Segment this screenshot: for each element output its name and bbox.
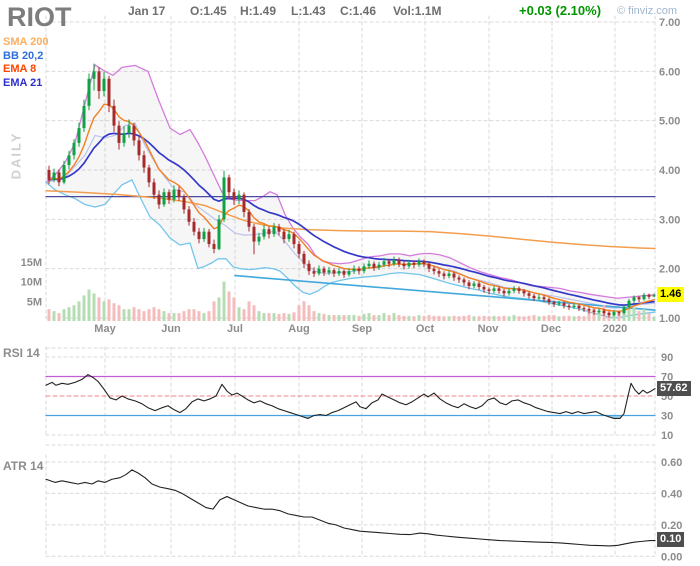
trendline: [234, 274, 656, 311]
quote-close: C:1.46: [340, 4, 377, 18]
svg-text:90: 90: [661, 352, 673, 364]
svg-text:70: 70: [661, 372, 673, 384]
volume-bars: [47, 281, 656, 321]
svg-text:30: 30: [661, 411, 673, 423]
chart-header: RIOT Jan 17 O:1.45 H:1.49 L:1.43 C:1.46 …: [0, 0, 700, 32]
svg-text:15M: 15M: [21, 257, 42, 269]
svg-text:6.00: 6.00: [659, 66, 680, 78]
legend-ema8: EMA 8: [3, 63, 37, 75]
quote-date: Jan 17: [128, 4, 166, 18]
svg-text:3.00: 3.00: [659, 214, 680, 226]
svg-text:ATR 14: ATR 14: [3, 459, 44, 473]
legend-bb: BB 20,2: [3, 49, 44, 62]
svg-text:2020: 2020: [603, 323, 627, 335]
axis-labels: 7.00 6.00 5.00 4.00 3.00 2.00 1.00 15M 10M 5M May J…: [21, 17, 683, 563]
svg-text:0.40: 0.40: [661, 488, 682, 500]
ema8-line: [48, 103, 655, 313]
svg-text:Jul: Jul: [227, 323, 243, 335]
svg-text:10: 10: [661, 430, 673, 442]
sma200-line: [45, 189, 656, 250]
svg-text:10M: 10M: [21, 277, 42, 289]
svg-text:Nov: Nov: [478, 323, 500, 335]
svg-text:5M: 5M: [27, 296, 42, 308]
svg-text:2.00: 2.00: [659, 264, 680, 276]
svg-text:0.00: 0.00: [661, 551, 682, 563]
legend-sma200: SMA 200: [3, 36, 49, 48]
bollinger-bands: [45, 64, 656, 319]
quote-open: O:1.45: [190, 4, 227, 18]
svg-text:1.00: 1.00: [659, 313, 680, 325]
timeframe-label: DAILY: [8, 131, 24, 180]
current-price-flag: 1.46: [657, 287, 685, 302]
svg-text:Dec: Dec: [541, 323, 561, 335]
quote-high: H:1.49: [240, 4, 277, 18]
atr-plot: [45, 469, 656, 547]
svg-text:0.20: 0.20: [661, 520, 682, 532]
svg-text:May: May: [94, 323, 116, 335]
quote-low: L:1.43: [291, 4, 326, 18]
ticker-symbol: RIOT: [7, 2, 72, 32]
rsi-value-flag: 57.62: [657, 381, 691, 396]
svg-text:4.00: 4.00: [659, 165, 680, 177]
indicator-legend: SMA 200 BB 20,2 EMA 8 EMA 21: [3, 36, 48, 90]
finviz-logo-link[interactable]: © finviz.com: [617, 5, 678, 17]
price-change: +0.03 (2.10%): [519, 3, 602, 18]
rsi-plot: [45, 373, 656, 419]
svg-text:RSI 14: RSI 14: [3, 346, 40, 360]
svg-text:Aug: Aug: [288, 323, 309, 335]
svg-text:7.00: 7.00: [659, 17, 680, 29]
ema21-line: [48, 132, 655, 306]
rsi-panel-title: RSI 14: [3, 346, 40, 360]
svg-text:0.60: 0.60: [661, 457, 682, 469]
quote-volume: Vol:1.1M: [393, 4, 442, 18]
svg-text:Sep: Sep: [352, 323, 372, 335]
svg-text:Oct: Oct: [416, 323, 435, 335]
atr-panel-title: ATR 14: [3, 459, 44, 473]
svg-text:Jun: Jun: [161, 323, 181, 335]
legend-ema21: EMA 21: [3, 76, 43, 89]
candles: [47, 63, 656, 318]
atr-value-flag: 0.10: [657, 532, 685, 547]
svg-text:5.00: 5.00: [659, 116, 680, 128]
